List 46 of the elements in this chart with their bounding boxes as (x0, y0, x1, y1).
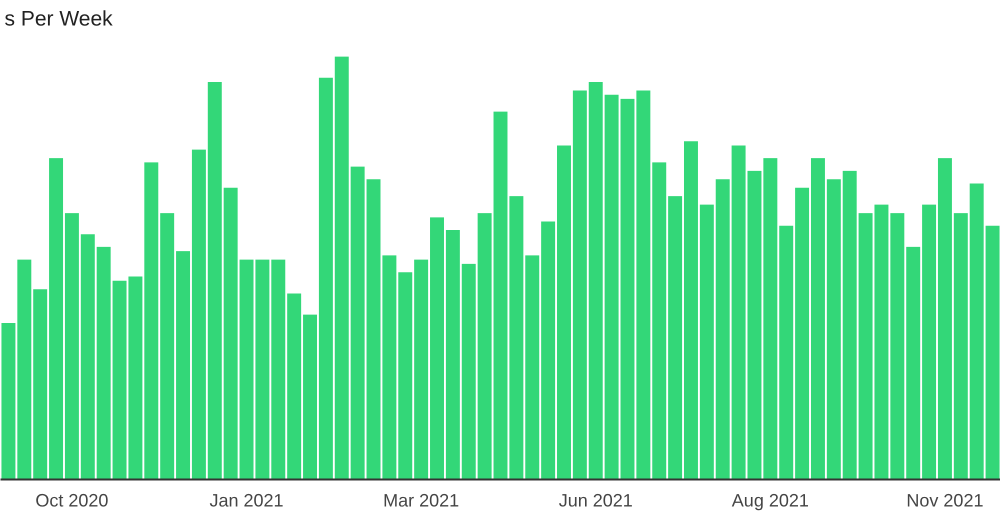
bar (1, 323, 16, 480)
bar (795, 188, 810, 480)
bar (858, 213, 873, 480)
bar (255, 260, 270, 480)
bar (732, 145, 746, 480)
x-tick-label: Jan 2021 (210, 490, 284, 510)
chart-title: s Per Week (4, 8, 114, 30)
x-tick-label: Oct 2020 (35, 490, 108, 510)
bar (494, 112, 508, 480)
bar (604, 94, 619, 480)
bar (874, 204, 888, 480)
bar (557, 145, 571, 480)
bar (398, 272, 412, 480)
bar (922, 204, 936, 480)
bar (684, 141, 698, 480)
bar (430, 217, 444, 480)
bar (588, 82, 603, 480)
bar (128, 276, 142, 480)
bar (525, 255, 540, 480)
bar (572, 90, 587, 480)
bar (620, 98, 634, 480)
bar (303, 314, 318, 480)
bar (366, 179, 380, 480)
bar (938, 158, 952, 480)
x-tick-label: Mar 2021 (383, 490, 460, 510)
bar (414, 260, 428, 480)
bar (49, 158, 64, 480)
x-tick-label: Jun 2021 (558, 490, 633, 510)
bar (986, 226, 1000, 480)
bar (462, 264, 476, 480)
bar (382, 255, 396, 480)
bar (747, 170, 762, 480)
bar (509, 196, 524, 480)
bar (176, 251, 190, 480)
x-tick-label: Aug 2021 (732, 490, 809, 510)
bar (478, 213, 492, 480)
bar (810, 158, 825, 480)
bar (318, 78, 333, 480)
bar (64, 213, 79, 480)
bar (112, 280, 127, 480)
x-tick-label: Nov 2021 (906, 490, 984, 510)
bar (240, 260, 254, 480)
bar (541, 222, 556, 480)
bar (668, 196, 682, 480)
bar (192, 150, 206, 480)
bar (446, 230, 460, 480)
